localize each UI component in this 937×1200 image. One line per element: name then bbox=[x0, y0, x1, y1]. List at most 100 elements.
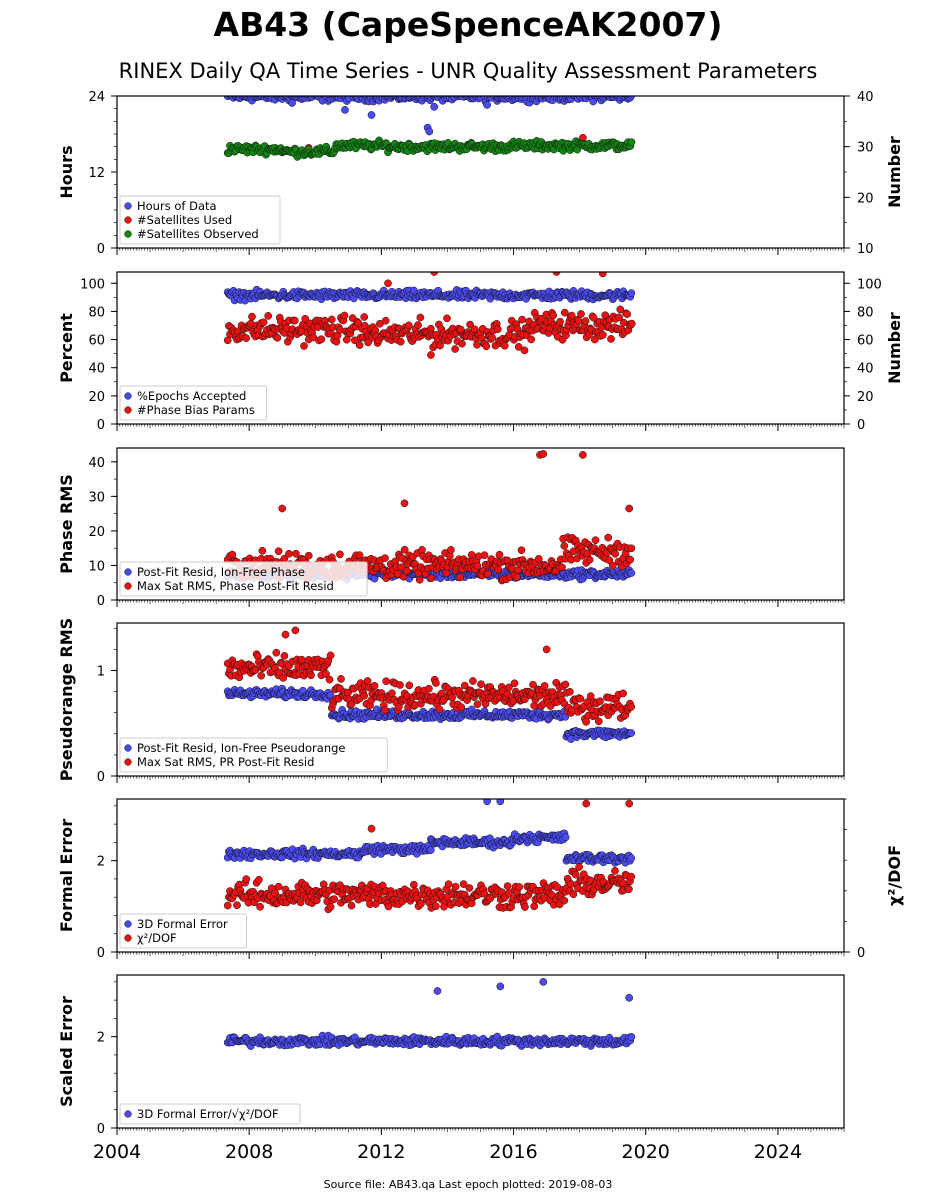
data-point bbox=[269, 88, 276, 95]
markers-panel-4 bbox=[223, 626, 636, 743]
data-point bbox=[272, 648, 281, 657]
panel-3: 0 10 20 30 40 Phase RMS Post-Fit Resid, Ion-Fr… bbox=[57, 447, 845, 609]
data-point bbox=[404, 321, 413, 330]
data-point bbox=[451, 345, 459, 353]
data-point bbox=[274, 882, 283, 891]
data-point bbox=[292, 549, 300, 558]
y2-axis-label: Number bbox=[885, 136, 904, 208]
legend-marker bbox=[124, 216, 132, 224]
y-tick-label: 20 bbox=[88, 525, 105, 540]
legend-entry: #Phase Bias Params bbox=[137, 403, 255, 417]
data-point bbox=[381, 706, 389, 714]
panel-4: 0 1 Pseudorange RMS Post-Fit Resid, Ion-Fre… bbox=[57, 618, 845, 785]
data-point bbox=[290, 316, 299, 325]
data-point bbox=[332, 337, 341, 346]
y-tick-label: 0 bbox=[97, 418, 105, 433]
data-point bbox=[521, 903, 529, 911]
data-point bbox=[607, 335, 615, 343]
data-point bbox=[279, 674, 288, 682]
y-tick-label: 10 bbox=[88, 559, 105, 574]
data-point bbox=[527, 335, 536, 344]
legend-box bbox=[119, 385, 268, 421]
data-point-outlier bbox=[496, 799, 505, 806]
data-point bbox=[619, 689, 627, 698]
data-point bbox=[307, 671, 315, 680]
data-point bbox=[275, 668, 284, 677]
x-axis-panel-5 bbox=[116, 952, 845, 959]
data-point bbox=[520, 346, 529, 355]
legend-panel-4: Post-Fit Resid, Ion-Free PseudorangeMax … bbox=[119, 737, 388, 773]
data-point bbox=[410, 880, 418, 889]
data-point bbox=[360, 313, 369, 321]
data-point bbox=[548, 88, 555, 95]
legend-entry: Post-Fit Resid, Ion-Free Phase bbox=[137, 565, 305, 579]
data-point bbox=[274, 547, 283, 556]
data-point bbox=[627, 703, 636, 711]
data-point bbox=[360, 96, 362, 97]
legend-marker bbox=[124, 744, 132, 752]
data-point bbox=[399, 572, 408, 581]
data-point bbox=[480, 551, 489, 560]
data-point bbox=[256, 902, 264, 911]
y-axis-right-panel-1: 10 20 30 40 Number bbox=[844, 90, 904, 257]
data-point bbox=[490, 88, 497, 95]
data-point bbox=[482, 342, 491, 351]
legend-entry: Max Sat RMS, Phase Post-Fit Resid bbox=[137, 579, 334, 593]
data-point bbox=[340, 311, 349, 320]
data-point-outlier bbox=[427, 351, 435, 359]
legend-entry: %Epochs Accepted bbox=[137, 389, 246, 403]
data-point bbox=[456, 573, 465, 582]
data-point bbox=[427, 574, 436, 583]
data-point bbox=[493, 325, 502, 334]
y-tick-label: 0 bbox=[97, 242, 105, 257]
legend-marker bbox=[124, 406, 132, 414]
data-point bbox=[561, 833, 570, 842]
data-point bbox=[233, 901, 241, 910]
data-point bbox=[273, 333, 282, 342]
y2-tick-label: 40 bbox=[857, 90, 874, 105]
data-point bbox=[248, 312, 256, 321]
data-point bbox=[616, 305, 625, 314]
data-point-outlier bbox=[278, 504, 287, 513]
data-point bbox=[627, 319, 636, 328]
data-point bbox=[395, 702, 403, 711]
data-point bbox=[355, 341, 364, 349]
data-point-outlier bbox=[281, 630, 290, 639]
data-point bbox=[575, 863, 583, 871]
data-point bbox=[500, 341, 509, 350]
data-point-outlier bbox=[364, 338, 372, 347]
data-point bbox=[513, 573, 521, 581]
data-point bbox=[495, 550, 504, 559]
y-tick-label: 30 bbox=[88, 490, 105, 505]
series-1-1 bbox=[223, 88, 636, 136]
data-point bbox=[336, 88, 343, 95]
legend-marker bbox=[124, 568, 132, 576]
data-point bbox=[627, 854, 636, 862]
data-point bbox=[510, 679, 519, 688]
data-point bbox=[443, 314, 451, 323]
y-axis-left-panel-4: 0 1 Pseudorange RMS bbox=[57, 618, 117, 785]
y-axis-left-panel-1: 0 12 24 Hours bbox=[57, 90, 117, 257]
data-point bbox=[436, 341, 444, 350]
legend-marker bbox=[124, 758, 132, 766]
y2-tick-label: 60 bbox=[857, 334, 874, 349]
data-point bbox=[466, 320, 474, 329]
data-point bbox=[477, 680, 485, 689]
legend-marker bbox=[124, 582, 132, 590]
data-point bbox=[325, 675, 334, 684]
data-point bbox=[382, 677, 391, 686]
data-point bbox=[397, 563, 406, 572]
data-point bbox=[442, 569, 451, 577]
markers-panel-2 bbox=[223, 272, 636, 359]
y2-tick-label: 30 bbox=[857, 141, 874, 156]
data-point bbox=[405, 681, 414, 690]
data-point-outlier bbox=[579, 451, 587, 459]
data-point bbox=[435, 705, 444, 714]
y-tick-label: 20 bbox=[88, 390, 105, 405]
legend-box bbox=[119, 195, 281, 245]
series-4-2 bbox=[223, 626, 636, 726]
data-point-outlier bbox=[582, 799, 591, 808]
data-point bbox=[590, 335, 599, 344]
data-point-outlier bbox=[430, 272, 439, 276]
